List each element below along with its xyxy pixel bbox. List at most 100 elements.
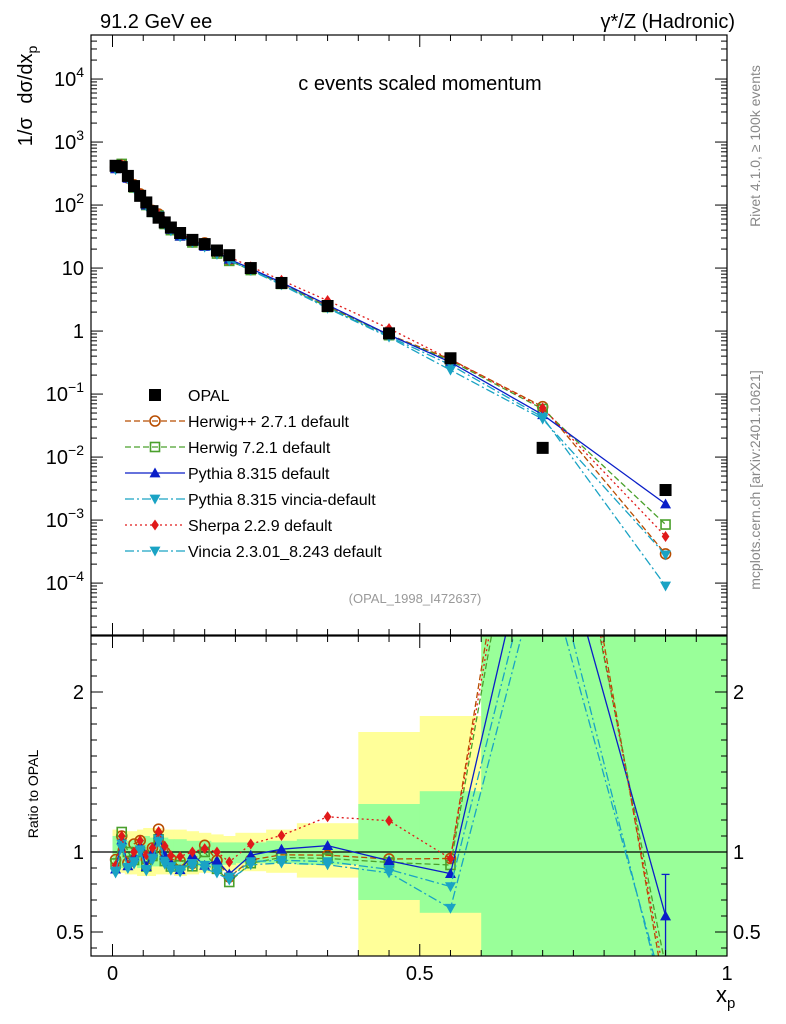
ratio-point-6-4 — [134, 845, 146, 856]
svg-text:xp: xp — [716, 982, 735, 1012]
legend-entry-6: Vincia 2.3.01_8.243 default — [125, 544, 382, 561]
ratio-point-3-15 — [245, 849, 257, 860]
ratio-point-6-3 — [128, 857, 140, 868]
legend-marker-0 — [149, 389, 161, 401]
point-6-19 — [444, 365, 456, 376]
ratio-point-5-1 — [117, 830, 126, 842]
ratio-point-6-14 — [223, 875, 235, 886]
xtick-label-1: 0.5 — [406, 963, 434, 985]
ratio-point-6-12 — [199, 864, 211, 875]
top-ytick-exp: 4 — [76, 64, 84, 80]
legend-entry-2: Herwig 7.2.1 default — [125, 440, 331, 457]
header-energy: 91.2 GeV ee — [100, 11, 212, 33]
series-0 — [109, 159, 672, 497]
top-ytick-label-7: 10−3 — [46, 505, 84, 532]
legend-marker-6 — [149, 546, 161, 557]
band-green-2 — [124, 840, 132, 865]
point-0-20 — [536, 441, 549, 454]
legend-entry-0: OPAL — [149, 388, 230, 405]
top-ytick-label-3: 10 — [62, 258, 84, 280]
ratio-series-6 — [110, 636, 655, 956]
ratio-point-6-10 — [174, 867, 186, 878]
legend-entry-3: Pythia 8.315 default — [125, 466, 330, 483]
legend-marker-5 — [151, 519, 159, 531]
main-lines — [109, 158, 672, 592]
ratio-point-5-8 — [160, 840, 169, 852]
top-ytick-base: 10 — [46, 510, 68, 532]
point-0-11 — [186, 233, 199, 246]
point-0-16 — [275, 276, 288, 289]
ratio-point-5-18 — [385, 815, 393, 827]
ratio-point-5-15 — [246, 838, 255, 850]
ratio-point-6-15 — [245, 860, 257, 871]
point-4-21 — [660, 581, 672, 592]
ratio-point-5-4 — [136, 835, 145, 847]
legend-entry-1: Herwig++ 2.7.1 default — [125, 414, 350, 431]
ratio-point-5-0 — [111, 859, 120, 871]
ratio-point-6-0 — [110, 866, 122, 877]
ratio-point-5-11 — [188, 846, 197, 858]
point-6-20 — [537, 414, 549, 425]
ylabel-sub: p — [24, 46, 40, 54]
legend-marker-3 — [149, 467, 161, 478]
top-ytick-exp: 2 — [76, 190, 84, 206]
point-0-21 — [659, 484, 672, 497]
chart-title: c events scaled momentum — [298, 73, 541, 95]
top-ytick-base: 10 — [46, 573, 68, 595]
legend-marker-1 — [149, 415, 161, 427]
top-ytick-base: 10 — [54, 132, 76, 154]
bot-ytick-label-right-1: 1 — [733, 842, 744, 864]
point-3-21 — [660, 498, 672, 509]
ratio-point-3-16 — [275, 843, 287, 854]
ratio-point-5-10 — [176, 850, 184, 862]
series-5 — [111, 159, 670, 542]
top-frame — [90, 34, 728, 636]
point-0-18 — [383, 327, 396, 340]
ratio-point-3-17 — [322, 840, 334, 850]
top-ytick-exp: −3 — [68, 505, 84, 521]
ratio-point-6-18 — [383, 868, 395, 879]
point-0-12 — [198, 238, 211, 251]
legend-entry-5: Sherpa 2.2.9 default — [125, 518, 333, 535]
top-ytick-base: 10 — [46, 447, 68, 469]
top-ytick-label-2: 102 — [54, 190, 84, 217]
ratio-point-5-14 — [225, 856, 234, 868]
ylabel-main: dσ/dx — [15, 54, 37, 104]
legend-marker-2 — [149, 441, 161, 453]
ratio-point-5-5 — [142, 849, 151, 861]
legend-entry-4: Pythia 8.315 vincia-default — [125, 492, 376, 509]
ratio-lines — [91, 636, 727, 956]
ratio-point-5-3 — [130, 846, 138, 858]
legend-label-3: Pythia 8.315 default — [188, 466, 330, 483]
ratio-point-6-11 — [186, 861, 198, 872]
legend-label-5: Sherpa 2.2.9 default — [188, 518, 333, 535]
point-5-20 — [538, 402, 547, 414]
ratio-point-6-13 — [211, 868, 223, 879]
top-ytick-label-0: 104 — [54, 64, 84, 91]
legend-marker-4 — [149, 494, 161, 505]
top-ytick-label-8: 10−4 — [46, 568, 84, 595]
top-ytick-label-4: 1 — [73, 321, 84, 343]
ratio-point-6-7 — [153, 837, 165, 848]
point-0-10 — [174, 227, 187, 240]
legend-label-6: Vincia 2.3.01_8.243 default — [188, 544, 382, 561]
top-ytick-base: 10 — [54, 195, 76, 217]
point-0-19 — [444, 352, 457, 365]
top-ytick-label-5: 10−1 — [46, 379, 84, 406]
ratio-line-6 — [114, 636, 655, 956]
bot-ytick-label-left-2: 2 — [73, 682, 84, 704]
bottom-frame — [90, 635, 728, 957]
ratio-point-6-1 — [116, 843, 128, 854]
analysis-id: (OPAL_1998_I472637) — [349, 591, 482, 606]
ratio-point-5-7 — [154, 826, 163, 838]
top-ytick-exp: −4 — [68, 568, 84, 584]
point-6-21 — [660, 550, 672, 561]
point-0-15 — [244, 262, 257, 275]
top-ytick-label-6: 10−2 — [46, 442, 84, 469]
legend-label-0: OPAL — [188, 388, 230, 405]
top-ytick-base: 10 — [46, 384, 68, 406]
bot-ytick-label-left-0: 0.5 — [56, 922, 84, 944]
ylabel-prefix: 1/σ — [15, 117, 37, 147]
ratio-point-5-19 — [446, 852, 455, 864]
